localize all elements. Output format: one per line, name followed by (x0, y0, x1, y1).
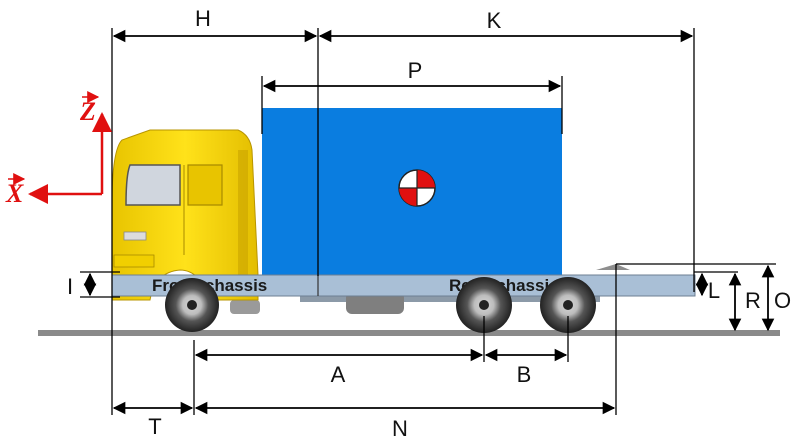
dim-N-label: N (392, 416, 408, 441)
rear-wheel-2 (540, 277, 596, 333)
rear-wheel-1 (456, 277, 512, 333)
z-axis-label: Z (79, 97, 96, 126)
reference-lines (80, 28, 776, 415)
dim-L-label: L (708, 278, 720, 303)
underbody-parts (230, 292, 600, 314)
dim-O-label: O (774, 288, 791, 313)
center-of-gravity-icon (398, 169, 436, 207)
dim-T-label: T (148, 414, 161, 439)
coordinate-axes: Z X (5, 91, 112, 208)
ground-line (38, 330, 780, 336)
dimension-arrows (83, 29, 775, 415)
dim-P-label: P (408, 58, 423, 83)
dim-R-label: R (745, 288, 761, 313)
truck-cab (111, 129, 259, 301)
dim-A-label: A (331, 362, 346, 387)
dim-K-label: K (487, 8, 502, 33)
dim-B-label: B (517, 362, 532, 387)
front-wheel (165, 278, 219, 332)
dim-H-label: H (195, 6, 211, 31)
dim-I-label: I (67, 274, 73, 299)
x-axis-label: X (5, 179, 24, 208)
